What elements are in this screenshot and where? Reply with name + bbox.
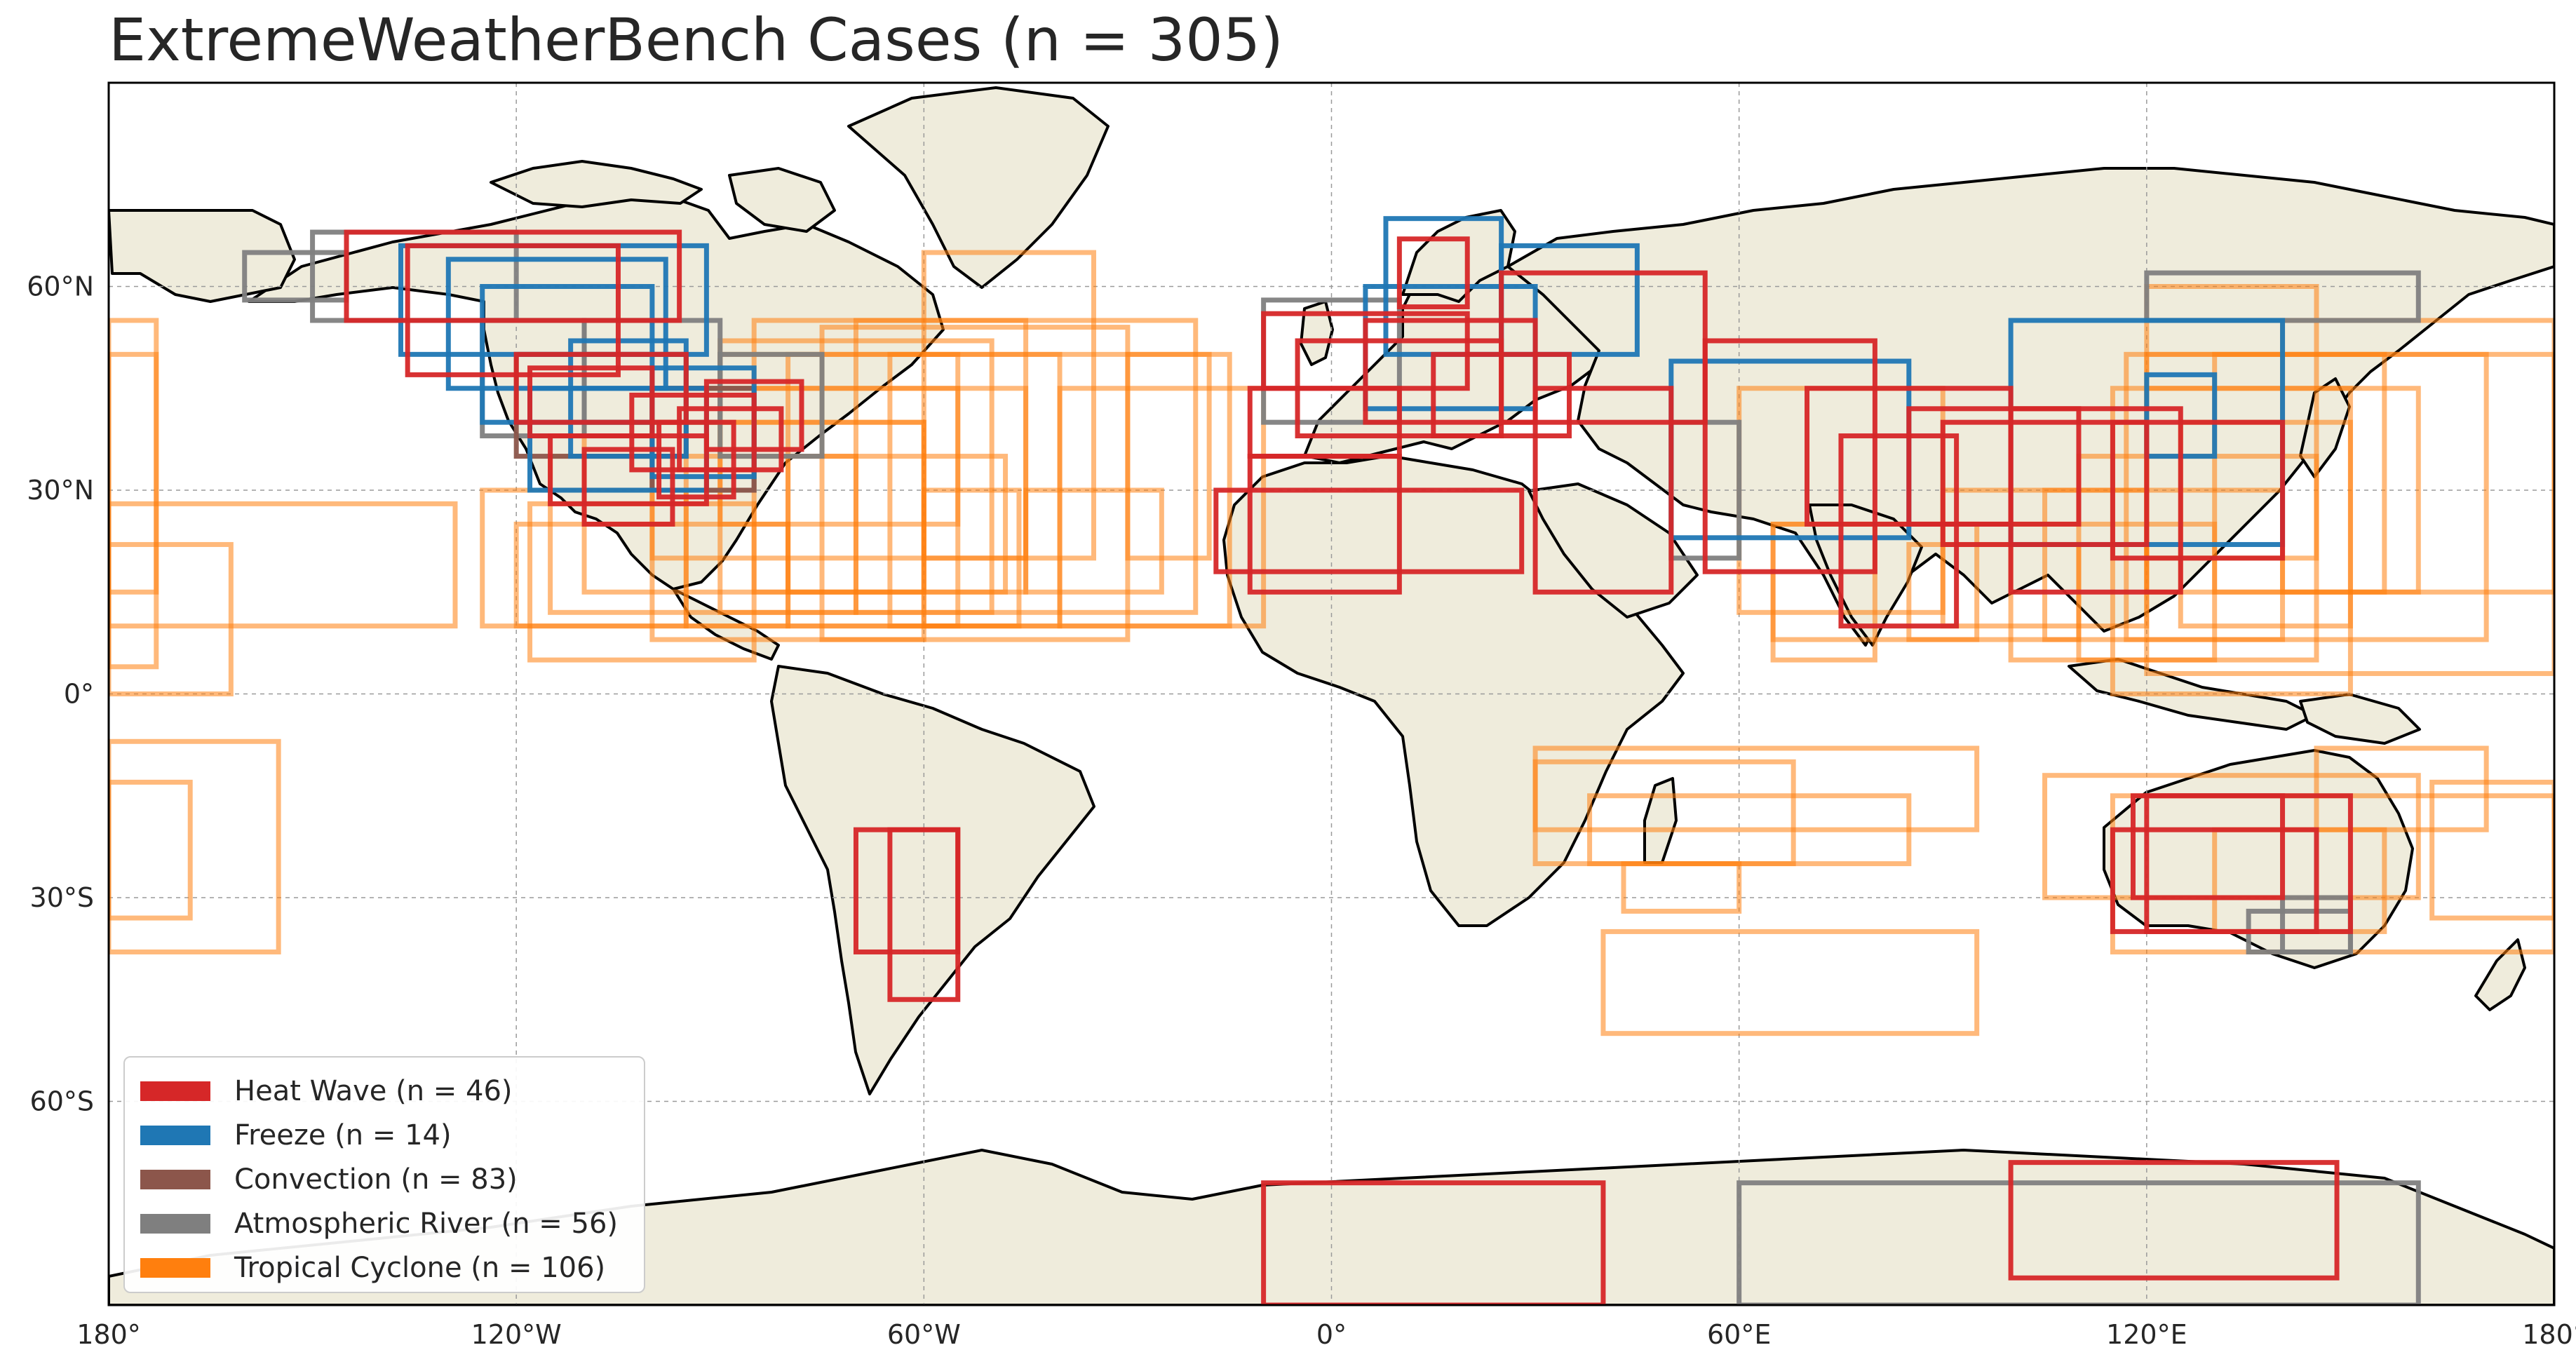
case-box-heat-wave (853, 827, 961, 954)
land-north-america (248, 191, 945, 590)
case-box-heat-wave (581, 447, 675, 527)
x-tick-label: 60°E (1707, 1319, 1771, 1350)
legend-item-heat-wave: Heat Wave (n = 46) (140, 1069, 644, 1113)
case-box-tropical-cyclone (2314, 745, 2489, 832)
case-box-tropical-cyclone (109, 738, 281, 954)
case-box-heat-wave (1363, 318, 1538, 425)
case-box-heat-wave (344, 229, 682, 323)
land-alaska (109, 209, 296, 303)
x-tick-label: 180° (2522, 1319, 2576, 1350)
case-box-tropical-cyclone (1600, 928, 1980, 1036)
map-border (107, 81, 2556, 1306)
case-boxes (109, 216, 2554, 1305)
land-baffin (728, 167, 836, 233)
case-box-heat-wave (2008, 1160, 2340, 1281)
land-arctic-islands (490, 160, 703, 208)
legend-swatch (140, 1081, 210, 1101)
map-title: ExtremeWeatherBench Cases (n = 305) (109, 6, 1283, 74)
legend-swatch (140, 1169, 210, 1189)
case-box-tropical-cyclone (921, 487, 1022, 629)
legend-item-atmospheric-river: Atmospheric River (n = 56) (140, 1201, 644, 1245)
case-box-heat-wave (405, 243, 621, 377)
case-box-tropical-cyclone (1023, 487, 1164, 595)
case-box-tropical-cyclone (853, 318, 1199, 615)
case-box-heat-wave (677, 406, 784, 473)
land-new-zealand (2474, 938, 2526, 1011)
case-box-tropical-cyclone (1057, 386, 1267, 629)
case-box-heat-wave (1906, 406, 2082, 527)
case-box-tropical-cyclone (1587, 793, 1912, 867)
legend-label: Heat Wave (n = 46) (234, 1074, 513, 1107)
case-box-tropical-cyclone (785, 454, 1009, 595)
y-tick-label: 30°N (27, 475, 94, 506)
case-box-tropical-cyclone (109, 541, 234, 697)
case-box-heat-wave (703, 379, 804, 452)
case-box-tropical-cyclone (1621, 861, 1742, 914)
case-box-tropical-cyclone (109, 351, 159, 670)
x-tick-label: 120°E (2106, 1319, 2187, 1350)
case-box-heat-wave (1940, 419, 2150, 547)
legend-swatch (140, 1257, 210, 1278)
legend-label: Convection (n = 83) (234, 1163, 518, 1196)
case-box-heat-wave (513, 351, 689, 425)
case-box-tropical-cyclone (109, 779, 193, 921)
land-new-guinea (2299, 693, 2421, 745)
legend-item-freeze: Freeze (n = 14) (140, 1113, 644, 1157)
case-box-tropical-cyclone (109, 501, 458, 629)
case-box-heat-wave (2008, 406, 2183, 595)
x-tick-label: 180° (76, 1319, 141, 1350)
case-box-heat-wave (656, 419, 736, 500)
legend-item-tropical-cyclone: Tropical Cyclone (n = 106) (140, 1245, 644, 1290)
x-tick-label: 60°W (887, 1319, 961, 1350)
axis-tick-labels: 180° 120°W 60°W 0° 60°E 120°E 180° 60°N 30°N 0° 30… (27, 271, 2576, 1351)
land-layer (109, 86, 2554, 1305)
case-box-atmospheric-river (717, 351, 825, 459)
legend-label: Freeze (n = 14) (234, 1119, 452, 1151)
x-tick-label: 0° (1316, 1319, 1347, 1350)
case-box-heat-wave (1702, 338, 1877, 574)
land-arabia (1528, 482, 1699, 619)
legend-label: Atmospheric River (n = 56) (234, 1207, 618, 1240)
legend-swatch (140, 1125, 210, 1145)
case-box-heat-wave (2130, 793, 2286, 900)
y-tick-label: 30°S (30, 882, 94, 913)
legend: Heat Wave (n = 46) Freeze (n = 14) Convect… (123, 1056, 645, 1293)
y-tick-label: 60°N (27, 271, 94, 302)
legend-label: Tropical Cyclone (n = 106) (234, 1251, 606, 1284)
case-box-heat-wave (1532, 386, 1674, 595)
case-box-heat-wave (1396, 236, 1470, 310)
case-box-heat-wave (1247, 454, 1402, 595)
case-box-tropical-cyclone (1125, 351, 1212, 561)
legend-swatch (140, 1213, 210, 1234)
case-box-heat-wave (1838, 433, 1960, 629)
y-tick-label: 60°S (30, 1086, 94, 1117)
case-box-heat-wave (1213, 487, 1525, 574)
legend-item-convection: Convection (n = 83) (140, 1157, 644, 1201)
case-box-heat-wave (2110, 419, 2286, 561)
y-tick-label: 0° (64, 679, 94, 710)
x-tick-label: 120°W (471, 1319, 562, 1350)
land-greenland (847, 86, 1110, 289)
